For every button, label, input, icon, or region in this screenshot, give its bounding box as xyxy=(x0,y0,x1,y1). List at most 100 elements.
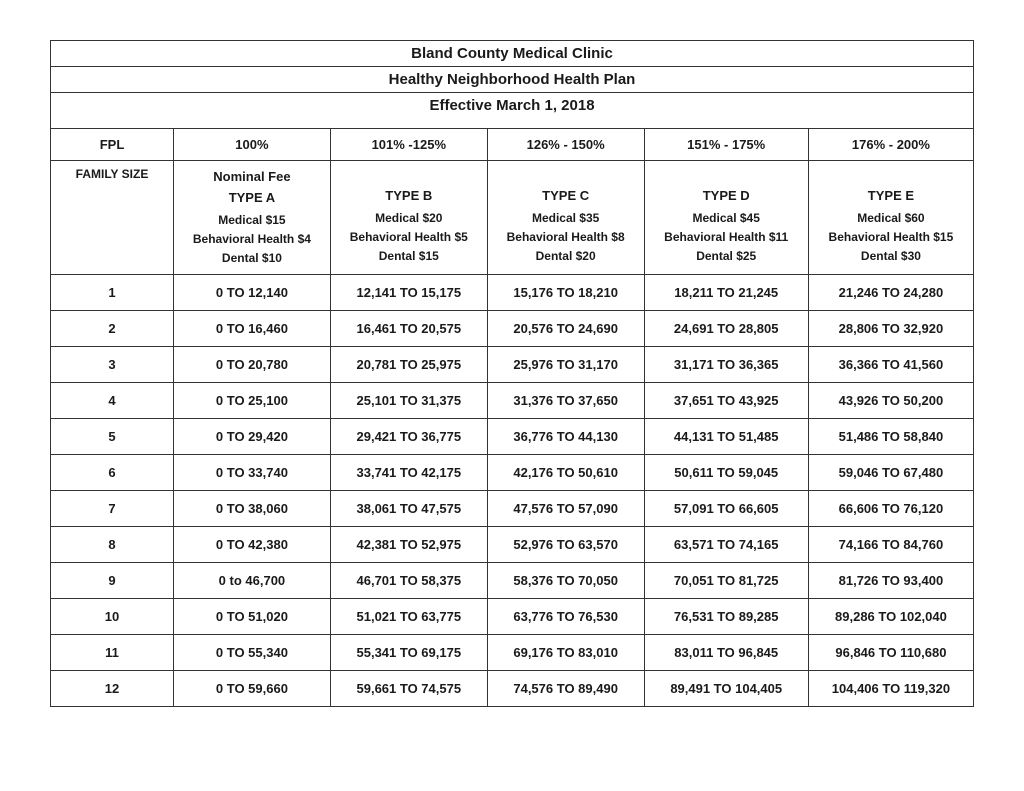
income-range-cell: 51,486 TO 58,840 xyxy=(808,419,973,455)
income-range-cell: 89,286 TO 102,040 xyxy=(808,599,973,635)
type-e-name: TYPE E xyxy=(813,186,969,207)
type-a-behavioral: Behavioral Health $4 xyxy=(193,232,311,246)
income-range-cell: 0 TO 59,660 xyxy=(174,671,331,707)
fpl-label: FPL xyxy=(51,129,174,161)
family-size-cell: 12 xyxy=(51,671,174,707)
income-range-cell: 0 TO 29,420 xyxy=(174,419,331,455)
table-row: 90 to 46,70046,701 TO 58,37558,376 TO 70… xyxy=(51,563,974,599)
table-row: 80 TO 42,38042,381 TO 52,97552,976 TO 63… xyxy=(51,527,974,563)
income-range-cell: 0 TO 33,740 xyxy=(174,455,331,491)
income-range-cell: 25,101 TO 31,375 xyxy=(330,383,487,419)
family-size-cell: 2 xyxy=(51,311,174,347)
income-range-cell: 15,176 TO 18,210 xyxy=(487,275,644,311)
income-range-cell: 63,571 TO 74,165 xyxy=(644,527,808,563)
income-range-cell: 37,651 TO 43,925 xyxy=(644,383,808,419)
income-range-cell: 24,691 TO 28,805 xyxy=(644,311,808,347)
type-b-medical: Medical $20 xyxy=(375,211,442,225)
type-d-name: TYPE D xyxy=(649,186,804,207)
title-line-2: Healthy Neighborhood Health Plan xyxy=(51,67,974,93)
type-b-name: TYPE B xyxy=(335,186,483,207)
income-range-cell: 66,606 TO 76,120 xyxy=(808,491,973,527)
family-size-label: FAMILY SIZE xyxy=(51,161,174,275)
type-e-medical: Medical $60 xyxy=(857,211,924,225)
table-body: 10 TO 12,14012,141 TO 15,17515,176 TO 18… xyxy=(51,275,974,707)
type-b-header: TYPE B Medical $20 Behavioral Health $5 … xyxy=(330,161,487,275)
type-b-dental: Dental $15 xyxy=(379,249,439,263)
table-row: 70 TO 38,06038,061 TO 47,57547,576 TO 57… xyxy=(51,491,974,527)
income-range-cell: 0 TO 25,100 xyxy=(174,383,331,419)
income-range-cell: 81,726 TO 93,400 xyxy=(808,563,973,599)
table-row: 110 TO 55,34055,341 TO 69,17569,176 TO 8… xyxy=(51,635,974,671)
type-b-behavioral: Behavioral Health $5 xyxy=(350,230,468,244)
income-range-cell: 0 TO 55,340 xyxy=(174,635,331,671)
type-e-header: TYPE E Medical $60 Behavioral Health $15… xyxy=(808,161,973,275)
income-range-cell: 46,701 TO 58,375 xyxy=(330,563,487,599)
income-range-cell: 0 TO 51,020 xyxy=(174,599,331,635)
income-range-cell: 51,021 TO 63,775 xyxy=(330,599,487,635)
income-range-cell: 59,661 TO 74,575 xyxy=(330,671,487,707)
income-range-cell: 74,576 TO 89,490 xyxy=(487,671,644,707)
income-range-cell: 63,776 TO 76,530 xyxy=(487,599,644,635)
income-range-cell: 74,166 TO 84,760 xyxy=(808,527,973,563)
income-range-cell: 36,366 TO 41,560 xyxy=(808,347,973,383)
income-range-cell: 20,781 TO 25,975 xyxy=(330,347,487,383)
table-row: 100 TO 51,02051,021 TO 63,77563,776 TO 7… xyxy=(51,599,974,635)
income-range-cell: 0 to 46,700 xyxy=(174,563,331,599)
type-e-behavioral: Behavioral Health $15 xyxy=(829,230,954,244)
type-header-row: FAMILY SIZE Nominal Fee TYPE A Medical $… xyxy=(51,161,974,275)
income-range-cell: 57,091 TO 66,605 xyxy=(644,491,808,527)
family-size-cell: 4 xyxy=(51,383,174,419)
family-size-cell: 10 xyxy=(51,599,174,635)
table-row: 50 TO 29,42029,421 TO 36,77536,776 TO 44… xyxy=(51,419,974,455)
document-page: Bland County Medical Clinic Healthy Neig… xyxy=(0,0,1024,747)
income-range-cell: 21,246 TO 24,280 xyxy=(808,275,973,311)
income-range-cell: 96,846 TO 110,680 xyxy=(808,635,973,671)
fpl-col-4: 176% - 200% xyxy=(808,129,973,161)
table-row: 10 TO 12,14012,141 TO 15,17515,176 TO 18… xyxy=(51,275,974,311)
income-range-cell: 59,046 TO 67,480 xyxy=(808,455,973,491)
income-range-cell: 0 TO 20,780 xyxy=(174,347,331,383)
type-d-medical: Medical $45 xyxy=(693,211,760,225)
income-range-cell: 42,381 TO 52,975 xyxy=(330,527,487,563)
income-range-cell: 38,061 TO 47,575 xyxy=(330,491,487,527)
income-range-cell: 104,406 TO 119,320 xyxy=(808,671,973,707)
family-size-cell: 9 xyxy=(51,563,174,599)
fpl-col-3: 151% - 175% xyxy=(644,129,808,161)
fpl-col-2: 126% - 150% xyxy=(487,129,644,161)
income-range-cell: 16,461 TO 20,575 xyxy=(330,311,487,347)
income-range-cell: 50,611 TO 59,045 xyxy=(644,455,808,491)
income-range-cell: 0 TO 16,460 xyxy=(174,311,331,347)
income-range-cell: 47,576 TO 57,090 xyxy=(487,491,644,527)
type-a-medical: Medical $15 xyxy=(218,213,285,227)
family-size-cell: 1 xyxy=(51,275,174,311)
title-line-3: Effective March 1, 2018 xyxy=(51,93,974,129)
income-range-cell: 31,171 TO 36,365 xyxy=(644,347,808,383)
income-range-cell: 36,776 TO 44,130 xyxy=(487,419,644,455)
income-range-cell: 69,176 TO 83,010 xyxy=(487,635,644,671)
family-size-cell: 7 xyxy=(51,491,174,527)
type-a-header: Nominal Fee TYPE A Medical $15 Behaviora… xyxy=(174,161,331,275)
income-range-cell: 44,131 TO 51,485 xyxy=(644,419,808,455)
fpl-col-1: 101% -125% xyxy=(330,129,487,161)
income-range-cell: 20,576 TO 24,690 xyxy=(487,311,644,347)
income-range-cell: 70,051 TO 81,725 xyxy=(644,563,808,599)
nominal-fee-label: Nominal Fee xyxy=(178,167,326,188)
table-row: 40 TO 25,10025,101 TO 31,37531,376 TO 37… xyxy=(51,383,974,419)
income-range-cell: 29,421 TO 36,775 xyxy=(330,419,487,455)
type-a-name: TYPE A xyxy=(178,188,326,209)
family-size-cell: 8 xyxy=(51,527,174,563)
income-range-cell: 0 TO 12,140 xyxy=(174,275,331,311)
table-row: 120 TO 59,66059,661 TO 74,57574,576 TO 8… xyxy=(51,671,974,707)
type-d-header: TYPE D Medical $45 Behavioral Health $11… xyxy=(644,161,808,275)
table-row: 20 TO 16,46016,461 TO 20,57520,576 TO 24… xyxy=(51,311,974,347)
income-range-cell: 55,341 TO 69,175 xyxy=(330,635,487,671)
type-a-dental: Dental $10 xyxy=(222,251,282,265)
fpl-header-row: FPL 100% 101% -125% 126% - 150% 151% - 1… xyxy=(51,129,974,161)
income-range-cell: 18,211 TO 21,245 xyxy=(644,275,808,311)
income-range-cell: 28,806 TO 32,920 xyxy=(808,311,973,347)
income-range-cell: 0 TO 38,060 xyxy=(174,491,331,527)
income-range-cell: 31,376 TO 37,650 xyxy=(487,383,644,419)
fee-schedule-table: Bland County Medical Clinic Healthy Neig… xyxy=(50,40,974,707)
title-line-1: Bland County Medical Clinic xyxy=(51,41,974,67)
type-c-dental: Dental $20 xyxy=(536,249,596,263)
